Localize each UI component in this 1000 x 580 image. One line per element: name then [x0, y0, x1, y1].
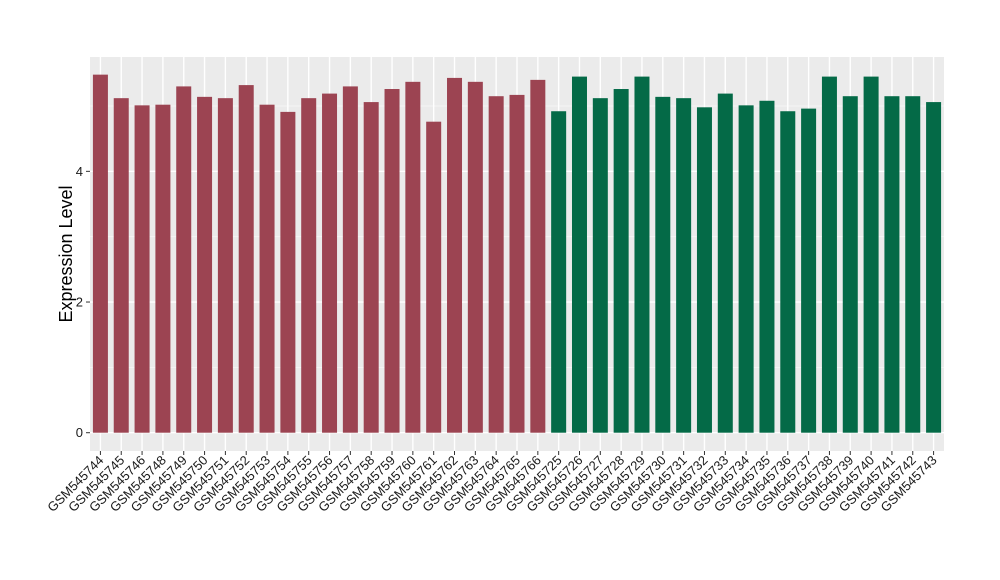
y-tick-label: 2 — [76, 295, 83, 310]
bar — [676, 98, 692, 433]
bar — [113, 98, 129, 433]
bar — [363, 102, 379, 433]
bar — [613, 89, 629, 433]
bar — [155, 104, 171, 433]
y-axis-title: Expression Level — [56, 185, 76, 322]
bar — [197, 96, 213, 433]
bar — [801, 108, 817, 433]
bar — [759, 100, 775, 433]
bar — [134, 105, 150, 433]
x-axis: GSM545744GSM545745GSM545746GSM545748GSM5… — [44, 451, 940, 515]
bar — [280, 111, 296, 433]
bar — [322, 93, 338, 433]
bar — [467, 81, 483, 433]
y-axis: 0 2 4 — [76, 164, 90, 440]
bar — [176, 86, 192, 433]
bar — [884, 96, 900, 433]
y-tick-label: 4 — [76, 164, 83, 179]
bar — [655, 96, 671, 433]
bar — [842, 96, 858, 433]
bar — [259, 104, 275, 433]
bar — [301, 98, 317, 433]
bar — [926, 102, 942, 433]
bar — [405, 81, 421, 433]
bar — [509, 94, 525, 433]
bar — [592, 98, 608, 433]
bars — [92, 74, 942, 433]
bar — [863, 76, 879, 433]
y-tick-label: 0 — [76, 425, 83, 440]
bar — [426, 121, 442, 433]
bar — [92, 74, 108, 433]
bar — [821, 76, 837, 433]
bar — [447, 77, 463, 433]
bar — [551, 111, 567, 433]
bar — [530, 79, 546, 433]
bar — [342, 86, 358, 433]
bar — [696, 107, 712, 433]
bar — [571, 76, 587, 433]
bar — [780, 111, 796, 433]
bar — [634, 76, 650, 433]
bar — [488, 96, 504, 433]
bar — [384, 89, 400, 433]
bar — [238, 85, 254, 433]
bar — [738, 105, 754, 433]
bar — [217, 98, 233, 433]
bar — [905, 96, 921, 433]
bar — [717, 93, 733, 433]
